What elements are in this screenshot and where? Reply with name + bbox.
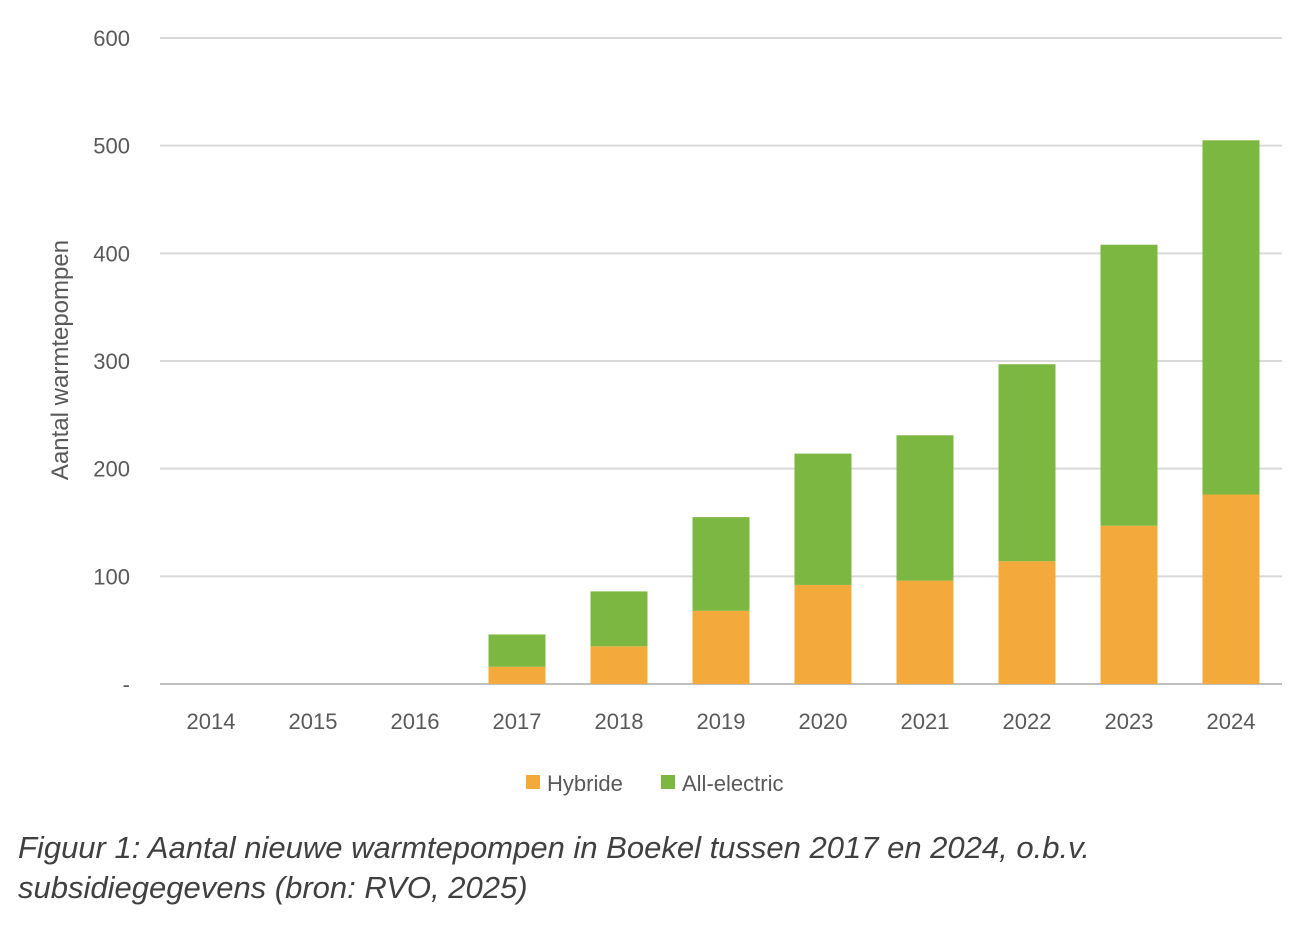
bar-all-electric-2020: [794, 453, 852, 585]
bar-hybride-2019: [692, 610, 750, 684]
bar-hybride-2024: [1202, 494, 1260, 684]
x-tick-label: 2022: [1003, 709, 1052, 734]
bar-all-electric-2024: [1202, 140, 1260, 495]
y-axis-ticks: - 100 200 300 400 500 600: [93, 26, 130, 697]
x-tick-label: 2017: [493, 709, 542, 734]
x-tick-label: 2015: [289, 709, 338, 734]
bar-all-electric-2018: [590, 591, 648, 647]
y-axis-label: Aantal warmtepompen: [47, 240, 74, 480]
legend-label-all-electric: All-electric: [682, 771, 783, 796]
x-tick-label: 2021: [901, 709, 950, 734]
legend-swatch-all-electric: [661, 775, 675, 789]
y-tick-label: 300: [93, 349, 130, 374]
bar-hybride-2022: [998, 561, 1056, 684]
x-tick-label: 2018: [595, 709, 644, 734]
bar-all-electric-2022: [998, 364, 1056, 562]
legend-label-hybride: Hybride: [547, 771, 623, 796]
bar-hybride-2021: [896, 580, 954, 684]
y-tick-label: -: [123, 672, 130, 697]
bar-hybride-2017: [488, 666, 546, 684]
bar-all-electric-2023: [1100, 244, 1158, 526]
legend: Hybride All-electric: [526, 771, 783, 796]
x-tick-label: 2024: [1207, 709, 1256, 734]
x-tick-label: 2019: [697, 709, 746, 734]
x-tick-label: 2020: [799, 709, 848, 734]
gridlines: [160, 37, 1282, 685]
figure-caption: Figuur 1: Aantal nieuwe warmtepompen in …: [18, 830, 1090, 905]
y-tick-label: 100: [93, 564, 130, 589]
x-axis-ticks: 2014 2015 2016 2017 2018 2019 2020 2021 2022 2023…: [187, 709, 1256, 734]
legend-swatch-hybride: [526, 775, 540, 789]
bar-all-electric-2017: [488, 634, 546, 667]
y-tick-label: 600: [93, 26, 130, 51]
bar-hybride-2023: [1100, 525, 1158, 684]
x-tick-label: 2023: [1105, 709, 1154, 734]
bars: [488, 140, 1260, 684]
bar-all-electric-2019: [692, 517, 750, 611]
bar-hybride-2018: [590, 646, 648, 684]
x-tick-label: 2016: [391, 709, 440, 734]
bar-hybride-2020: [794, 584, 852, 684]
y-tick-label: 500: [93, 134, 130, 159]
x-tick-label: 2014: [187, 709, 236, 734]
y-tick-label: 200: [93, 457, 130, 482]
stacked-bar-chart: - 100 200 300 400 500 600 2014 2015 2016 2017 2018…: [47, 26, 1282, 796]
y-tick-label: 400: [93, 241, 130, 266]
bar-all-electric-2021: [896, 435, 954, 581]
